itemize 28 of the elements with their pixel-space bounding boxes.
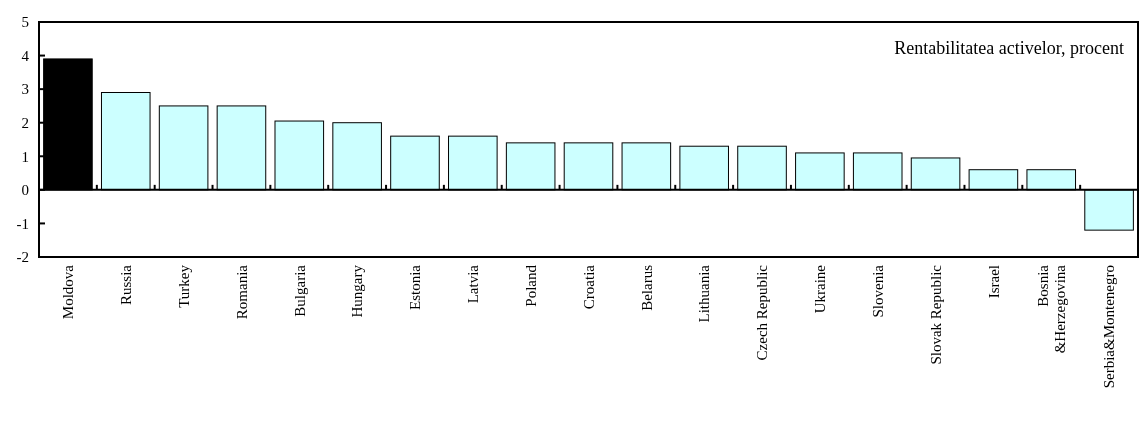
x-tick-label: Croatia <box>580 264 597 310</box>
x-tick-label: Czech Republic <box>754 264 771 361</box>
x-tick-label: Ukraine <box>812 264 829 314</box>
x-tick-label: Slovak Republic <box>927 264 944 365</box>
y-tick-label: 5 <box>21 14 29 31</box>
x-tick-label: Estonia <box>407 264 424 310</box>
x-tick-label: Belarus <box>638 264 655 311</box>
x-tick-label: Bulgaria <box>291 264 308 317</box>
x-tick-label: Poland <box>522 264 539 307</box>
x-tick-label: Serbia&Montenegro <box>1101 265 1118 389</box>
x-tick-label: Russia <box>118 264 135 306</box>
y-tick-label: 0 <box>21 182 29 199</box>
x-tick-label: Turkey <box>175 264 192 308</box>
x-tick-label: Lithuania <box>696 264 713 323</box>
y-tick-label: 4 <box>21 47 30 64</box>
x-tick-label: Romania <box>233 264 250 320</box>
x-tick-label: Bosnia &Herzegovina <box>1034 264 1068 354</box>
text: Rentabilitatea activelor, procent <box>894 38 1124 58</box>
y-tick-label: -1 <box>16 215 29 232</box>
x-tick-label: Israel <box>985 265 1002 299</box>
y-tick-label: -2 <box>16 249 29 266</box>
y-tick-label: 1 <box>21 148 29 165</box>
x-tick-label: Moldova <box>60 264 77 320</box>
x-tick-label: Slovenia <box>869 264 886 318</box>
y-tick-label: 3 <box>21 81 29 98</box>
x-tick-label: Latvia <box>465 264 482 304</box>
x-tick-label: Hungary <box>349 264 366 318</box>
y-tick-label: 2 <box>21 114 29 131</box>
